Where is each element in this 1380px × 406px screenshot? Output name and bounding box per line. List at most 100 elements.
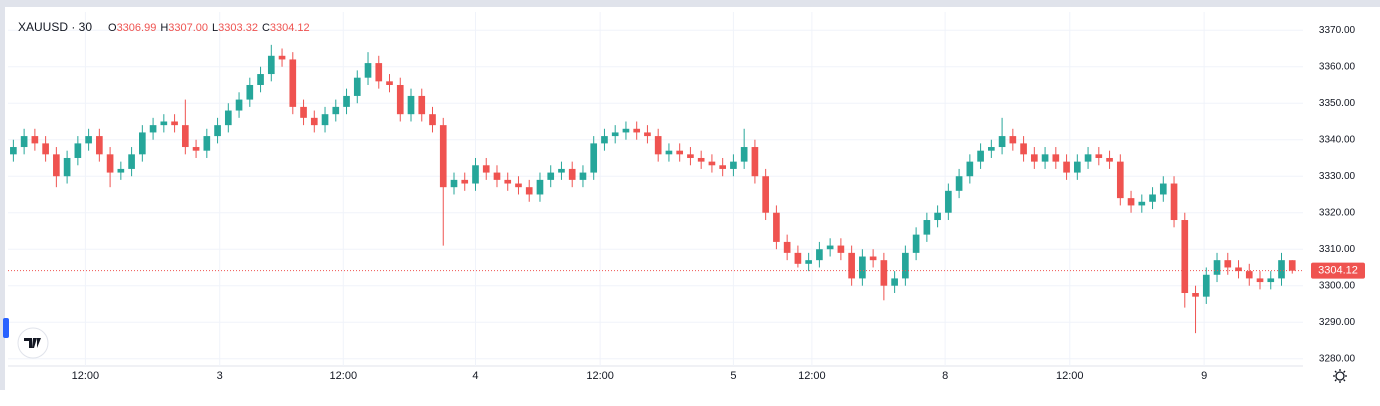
candle-body bbox=[923, 220, 931, 235]
candle-body bbox=[547, 172, 555, 180]
candle-body bbox=[611, 132, 619, 137]
candle-body bbox=[654, 136, 662, 155]
last-price-tag bbox=[1311, 262, 1365, 279]
grid bbox=[8, 12, 1303, 366]
settings-icon[interactable] bbox=[1333, 369, 1347, 383]
x-tick-label: 8 bbox=[942, 370, 948, 382]
candle-body bbox=[117, 168, 125, 173]
candle-body bbox=[42, 143, 49, 155]
candle-body bbox=[826, 245, 834, 250]
candle-body bbox=[10, 147, 17, 155]
y-tick-label: 3340.00 bbox=[1319, 134, 1356, 145]
candle-body bbox=[321, 114, 329, 126]
candle-body bbox=[1202, 274, 1210, 297]
candle-body bbox=[902, 252, 909, 279]
candle-body bbox=[493, 172, 501, 180]
candle-body bbox=[74, 143, 82, 158]
candle-body bbox=[375, 63, 383, 82]
candle-body bbox=[568, 168, 576, 180]
candle-body bbox=[762, 176, 769, 213]
candle-body bbox=[998, 136, 1006, 148]
candle-body bbox=[407, 95, 415, 115]
labels: 3280.00 3290.00 3300.00 3310.00 3320.00 3330.… bbox=[72, 25, 1365, 382]
candle-body bbox=[837, 245, 845, 253]
candle-body bbox=[1009, 136, 1017, 144]
candle-body bbox=[751, 147, 759, 177]
candle-body bbox=[450, 179, 458, 188]
ohlc-letter: C bbox=[262, 22, 270, 34]
x-tick-label: 3 bbox=[217, 370, 223, 382]
y-tick-label: 3290.00 bbox=[1319, 317, 1356, 328]
candle-body bbox=[461, 179, 469, 184]
tv-logo bbox=[17, 327, 49, 359]
ohlc-letter: L bbox=[212, 22, 218, 34]
candle-body bbox=[697, 157, 705, 162]
candle-body bbox=[63, 157, 71, 177]
candle-body bbox=[106, 154, 114, 173]
candle-body bbox=[1267, 278, 1275, 283]
candle-body bbox=[525, 187, 533, 195]
candle-body bbox=[160, 121, 168, 126]
candle-body bbox=[708, 161, 716, 166]
chart-title: XAUUSD · 30 bbox=[18, 20, 92, 34]
candle-body bbox=[1224, 260, 1232, 268]
candle-body bbox=[214, 125, 221, 137]
candle-body bbox=[719, 165, 726, 169]
candle-body bbox=[1095, 154, 1103, 158]
candle-body bbox=[353, 77, 361, 96]
candle-body bbox=[257, 74, 264, 85]
candle-body bbox=[869, 256, 877, 261]
y-tick-label: 3280.00 bbox=[1319, 353, 1356, 364]
y-tick-label: 3330.00 bbox=[1319, 171, 1356, 182]
candle-body bbox=[429, 114, 436, 126]
candle-body bbox=[966, 161, 974, 177]
x-tick-label: 5 bbox=[730, 370, 736, 382]
candle-body bbox=[977, 150, 984, 162]
x-tick-label: 12:00 bbox=[586, 370, 614, 382]
candle-body bbox=[418, 95, 426, 115]
candle-body bbox=[85, 136, 92, 144]
candle-body bbox=[622, 128, 630, 133]
x-tick-label: 12:00 bbox=[72, 370, 100, 382]
y-tick-label: 3320.00 bbox=[1319, 207, 1356, 218]
candle-body bbox=[332, 106, 340, 115]
candle-body bbox=[53, 154, 60, 177]
candle-body bbox=[1159, 183, 1167, 195]
candle-body bbox=[1084, 154, 1092, 162]
candle-body bbox=[128, 154, 135, 169]
candle-body bbox=[396, 84, 404, 115]
candle-body bbox=[203, 136, 211, 151]
ohlc-letter: O bbox=[108, 22, 117, 34]
candle-body bbox=[934, 212, 941, 221]
candle-body bbox=[601, 136, 608, 144]
x-tick-label: 12:00 bbox=[1056, 370, 1084, 382]
candle-body bbox=[859, 256, 866, 279]
x-tick-label: 12:00 bbox=[330, 370, 358, 382]
candle-body bbox=[848, 252, 855, 279]
candle-body bbox=[579, 172, 587, 180]
candle-body bbox=[171, 121, 178, 126]
candle-body bbox=[1192, 293, 1199, 297]
ohlc-value: 3306.99 bbox=[117, 22, 157, 34]
candle-body bbox=[278, 55, 286, 60]
candle-body bbox=[740, 147, 748, 162]
candle-body bbox=[558, 168, 565, 173]
candle-body bbox=[1052, 154, 1060, 162]
candle-body bbox=[1278, 260, 1285, 279]
candle-body bbox=[676, 150, 684, 155]
candle-body bbox=[1063, 161, 1070, 173]
candle-body bbox=[343, 95, 350, 107]
candle-body bbox=[267, 55, 275, 75]
candle-body bbox=[515, 183, 522, 188]
candle-body bbox=[96, 136, 103, 155]
candle-body bbox=[364, 63, 372, 78]
x-tick-label: 12:00 bbox=[798, 370, 826, 382]
candle-body bbox=[246, 84, 254, 100]
candle-body bbox=[224, 110, 232, 126]
candle-body bbox=[181, 125, 189, 148]
y-tick-label: 3370.00 bbox=[1319, 25, 1356, 36]
side-tab[interactable] bbox=[3, 318, 9, 338]
candle-body bbox=[20, 136, 28, 148]
x-tick-label: 9 bbox=[1201, 370, 1207, 382]
